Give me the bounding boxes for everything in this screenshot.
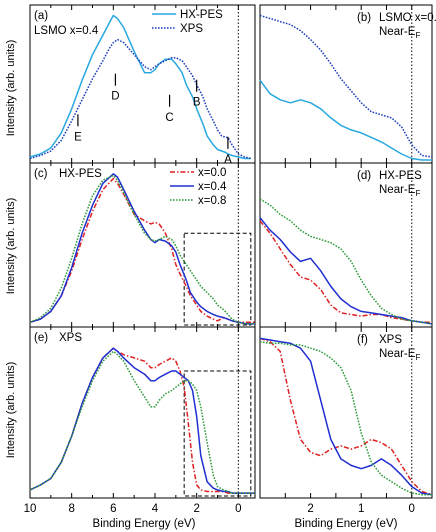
panel-a: (a) LSMO x=0.4 A B C D E HX-PES XPS [29,4,256,166]
series-line [29,14,251,160]
ylabel-bottom: Intensity (arb. units) [5,362,17,459]
panel-annotation: LSMO x=0.4 [379,12,436,24]
peak-label: E [74,131,82,143]
panel-annotation: HX-PES [59,168,102,180]
series-line [259,220,432,324]
panel-annotation-near-ef: Near-EF [379,26,420,40]
legend-entry: HX-PES [180,9,223,21]
series-line [29,173,255,325]
zoom-box [183,370,252,497]
peak-label: A [224,154,232,166]
x-tick-label: 2 [193,503,199,515]
panel-annotation: XPS [59,332,82,344]
x-tick-label: 8 [68,503,74,515]
x-tick-label: 10 [24,503,37,515]
panel-annotation: XPS [379,334,402,346]
panel-label: (d) [357,170,371,182]
panel-frame [259,326,433,499]
panel-annotation-near-ef: Near-EF [379,184,420,198]
panel-c: (c) HX-PES x=0.0 x=0.4 x=0.8 [29,162,256,328]
x-tick-label: 4 [152,503,159,515]
series-line [259,337,433,496]
panel-frame [29,326,256,499]
zoom-box [183,232,252,326]
panel-annotation-near-ef: Near-EF [379,348,420,362]
series-line [29,347,255,494]
panel-b: (b) LSMO x=0.4 Near-EF [259,4,436,164]
x-tick-label: 0 [235,503,241,515]
series-line [29,347,255,494]
x-tick-label: 1 [358,503,364,515]
series-line [259,79,432,161]
panel-label: (c) [34,168,48,180]
peak-label: C [165,112,173,124]
panel-label: (e) [34,332,48,344]
peak-label: B [193,97,201,109]
panel-label: (a) [34,10,48,22]
peak-label: D [111,91,119,103]
legend-entry: XPS [180,23,203,35]
legend-entry: x=0.8 [198,195,226,207]
series-line [259,340,432,496]
series-line [29,350,255,494]
panel-f: (f) XPS Near-EF 2 1 0 [259,326,433,515]
ylabel-top: Intensity (arb. units) [5,40,17,137]
ylabel-middle: Intensity (arb. units) [5,198,17,295]
xlabel-left: Binding Energy (eV) [93,518,196,530]
legend-entry: x=0.4 [198,181,227,193]
legend-entry: x=0.0 [198,167,226,179]
series-line [29,177,255,324]
series-line [29,38,251,160]
series-line [259,337,433,496]
series-line [259,217,433,325]
series-line [259,14,433,158]
x-tick-label: 0 [409,503,415,515]
panel-annotation: LSMO x=0.4 [34,25,99,37]
series-line [259,198,433,325]
panel-label: (f) [357,334,368,346]
panel-d: (d) HX-PES Near-EF [259,162,433,328]
panel-e: (e) XPS 10 8 6 4 2 0 [24,326,256,515]
x-tick-label: 2 [307,503,313,515]
panel-annotation: HX-PES [379,170,422,182]
xlabel-right: Binding Energy (eV) [295,518,398,530]
panel-label: (b) [357,12,371,24]
x-tick-label: 6 [110,503,116,515]
